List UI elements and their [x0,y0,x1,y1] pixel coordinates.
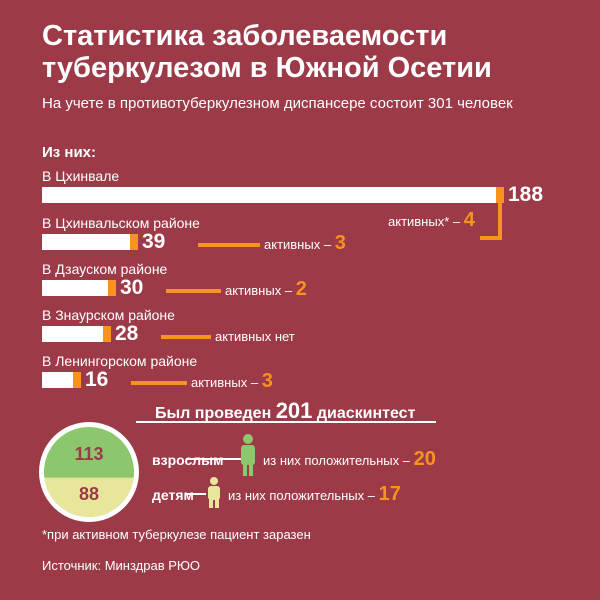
bar [42,326,111,342]
child-person-icon [208,477,220,508]
row-label: В Дзауском районе [42,261,168,277]
active-count: активных – 3 [264,233,346,253]
children-positive-value: 17 [378,483,401,505]
active-connector [161,335,211,339]
active-count: активных нет [215,328,295,344]
test-title-prefix: Был проведен [155,405,272,422]
active-value: 2 [295,278,307,300]
row-label: В Знаурском районе [42,307,175,323]
bar-active-marker [108,280,116,296]
active-count: активных* – 4 [388,210,475,230]
adults-positive-value: 20 [413,448,436,470]
test-title: Был проведен 201 диаскинтест [155,398,415,424]
active-label: активных – [191,375,259,390]
active-connector [166,289,221,293]
active-count: активных – 2 [225,279,307,299]
children-positive: из них положительных – 17 [228,483,401,506]
active-value: 3 [334,232,346,254]
bar-value: 188 [508,183,544,206]
adults-positive-label: из них положительных – [263,453,410,468]
active-label: активных – [225,283,293,298]
page-title: Статистика заболеваемости туберкулезом в… [42,20,492,84]
adults-count: 113 [74,444,103,464]
bar-active-marker [103,326,111,342]
active-label: активных* – [388,214,461,229]
active-connector [198,243,260,247]
bar-value: 28 [115,322,139,345]
active-count: активных – 3 [191,371,273,391]
row-label: В Цхинвале [42,168,120,184]
test-title-suffix: диаскинтест [316,405,416,422]
bar [42,372,81,388]
bar [42,187,504,203]
adults-label: взрослым [152,452,224,468]
bar-value: 16 [85,368,109,391]
active-connector-horizontal [480,236,500,240]
bar-active-marker [130,234,138,250]
test-diagram: 113 88 [39,421,436,522]
active-value: 3 [261,370,273,392]
bar [42,234,138,250]
bar-value: 39 [142,230,166,253]
active-value: 4 [463,209,475,231]
row-label: В Цхинвальском районе [42,215,200,231]
bar [42,280,116,296]
bar-active-marker [496,187,504,203]
subtitle: На учете в противотуберкулезном диспансе… [42,95,513,112]
children-label: детям [152,487,194,503]
of-them-label: Из них: [42,144,97,161]
active-connector-vertical [498,203,502,240]
footnote: *при активном туберкулезе пациент заразе… [42,527,311,542]
children-count: 88 [79,484,99,504]
row-label: В Ленингорском районе [42,353,198,369]
active-label: активных – [264,237,332,252]
source: Источник: Минздрав РЮО [42,558,200,573]
children-positive-label: из них положительных – [228,488,375,503]
bar-active-marker [73,372,81,388]
test-total: 201 [275,398,313,423]
active-connector [131,381,187,385]
adults-positive: из них положительных – 20 [263,448,436,471]
active-label: активных нет [215,329,295,344]
adult-person-icon [241,434,255,476]
bar-value: 30 [120,276,144,299]
